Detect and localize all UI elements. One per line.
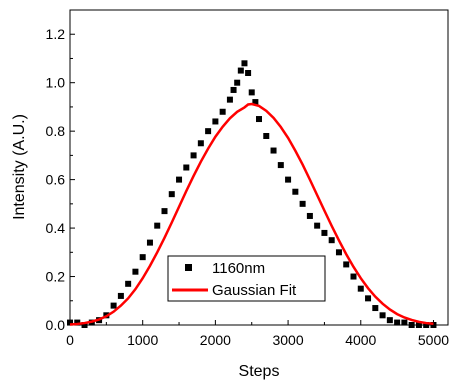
data-point xyxy=(81,322,88,328)
y-tick-label: 1.0 xyxy=(46,75,66,91)
data-point xyxy=(365,295,372,302)
data-point xyxy=(335,249,342,256)
data-point xyxy=(285,176,292,183)
data-point xyxy=(415,322,422,328)
data-point xyxy=(379,312,386,319)
data-point xyxy=(343,261,350,268)
data-point xyxy=(386,317,393,324)
data-point xyxy=(154,222,161,229)
x-tick-label: 5000 xyxy=(418,332,449,348)
data-point xyxy=(408,322,415,328)
data-point xyxy=(263,133,270,139)
data-point xyxy=(237,67,244,74)
plot-frame xyxy=(69,9,449,326)
data-point xyxy=(205,128,212,135)
y-tick-label: 1.2 xyxy=(46,26,66,42)
y-tick-label: 0.0 xyxy=(46,317,66,333)
data-point xyxy=(245,70,252,76)
data-point xyxy=(314,222,321,229)
data-point xyxy=(146,239,153,246)
data-point xyxy=(230,86,237,93)
data-point xyxy=(299,200,306,207)
data-point xyxy=(394,319,401,326)
x-tick-label: 3000 xyxy=(272,332,303,348)
data-point xyxy=(423,322,430,328)
data-point xyxy=(161,208,168,215)
data-point xyxy=(197,140,204,147)
data-point xyxy=(401,319,408,326)
data-point xyxy=(132,268,139,275)
data-point xyxy=(430,322,437,328)
data-point xyxy=(67,319,73,326)
data-point xyxy=(328,237,335,244)
data-point xyxy=(226,96,233,103)
data-point xyxy=(256,116,262,123)
x-tick-label: 0 xyxy=(66,332,74,348)
x-tick-label: 4000 xyxy=(345,332,376,348)
legend-box xyxy=(167,255,326,302)
data-point xyxy=(168,191,175,198)
x-axis-label: Steps xyxy=(239,363,280,380)
data-point xyxy=(252,99,259,106)
legend: 1160nm Gaussian Fit xyxy=(167,255,326,302)
tick-labels: 0 1000 2000 3000 4000 5000 0.0 0.2 0.4 0.6 0.8 1.0 1… xyxy=(46,26,450,348)
data-point xyxy=(241,60,248,67)
data-point xyxy=(125,280,132,287)
y-tick-label: 0.2 xyxy=(46,269,66,285)
data-point xyxy=(306,212,313,219)
data-point xyxy=(357,285,364,292)
data-point xyxy=(212,118,219,125)
data-point xyxy=(248,89,255,96)
data-point xyxy=(74,319,81,326)
data-point xyxy=(183,164,190,171)
legend-marker-1160nm xyxy=(185,264,192,271)
data-point xyxy=(139,254,146,261)
data-point xyxy=(321,229,328,236)
data-point xyxy=(176,176,183,183)
data-point xyxy=(234,79,241,86)
plot-area xyxy=(67,60,437,328)
legend-label-gaussian-fit: Gaussian Fit xyxy=(212,282,297,299)
x-tick-label: 1000 xyxy=(127,332,158,348)
legend-label-1160nm: 1160nm xyxy=(212,260,265,277)
data-point xyxy=(117,292,124,299)
data-point xyxy=(219,108,226,115)
data-point xyxy=(277,162,284,169)
data-point xyxy=(110,302,117,309)
data-point xyxy=(270,147,277,154)
data-point xyxy=(372,305,379,312)
gaussian-fit-line xyxy=(69,102,434,326)
x-tick-label: 2000 xyxy=(200,332,231,348)
data-point xyxy=(190,152,197,159)
y-tick-label: 0.8 xyxy=(46,123,66,139)
y-axis-label: Intensity (A.U.) xyxy=(11,114,28,220)
y-tick-label: 0.4 xyxy=(46,220,66,236)
data-point xyxy=(350,273,357,280)
y-tick-label: 0.6 xyxy=(46,172,66,188)
data-point xyxy=(292,188,299,195)
